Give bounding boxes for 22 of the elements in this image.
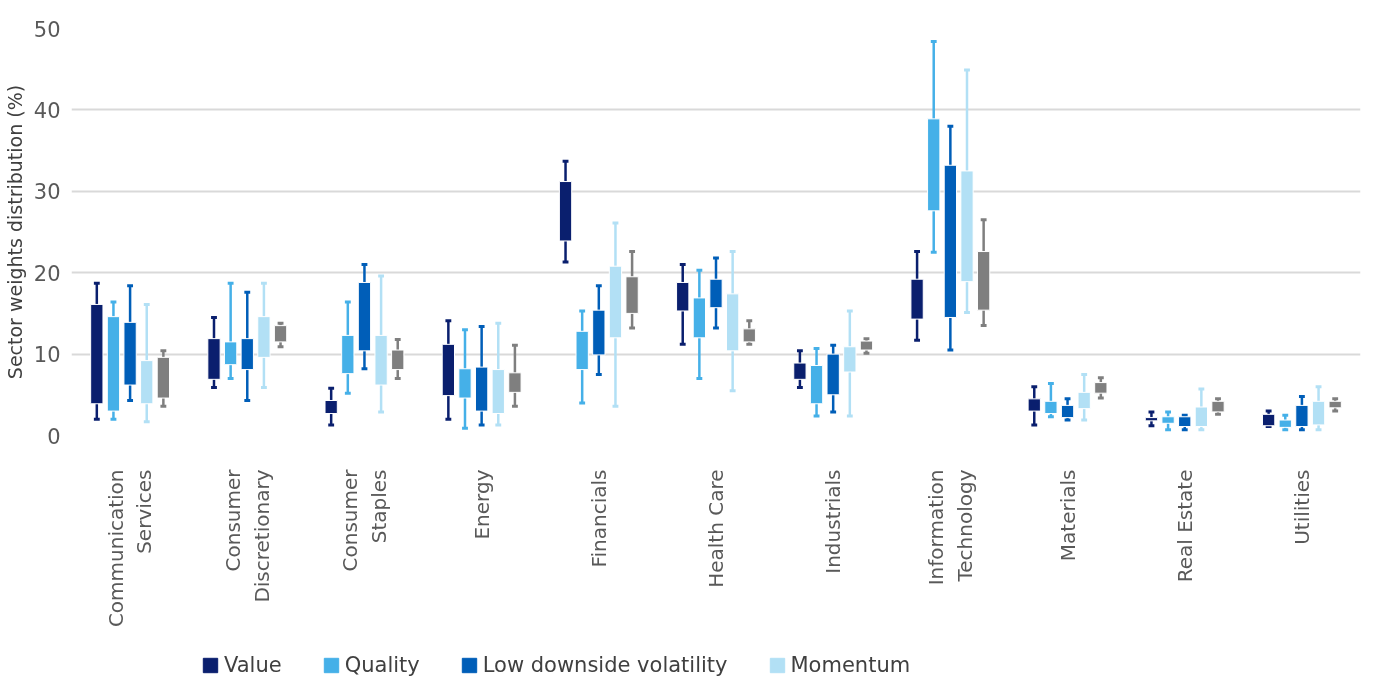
legend-label: Momentum [790,653,911,677]
legend-label: Value [224,653,282,677]
y-tick-label: 30 [33,180,61,205]
x-tick-label: Consumer Staples [338,468,391,572]
legend-label: Quality [344,653,420,677]
x-tick-label: Financials [586,469,611,568]
x-tick-label: Energy [469,469,494,540]
x-tick-label: Materials [1055,469,1080,562]
y-axis-title: Sector weights distribution (%) [3,84,26,380]
x-tick-label: Utilities [1289,469,1314,545]
y-tick-label: 0 [47,424,61,449]
y-tick-label: 40 [33,98,61,123]
x-tick-label: Communication Services [103,469,157,628]
x-tick-label: Industrials [821,469,846,574]
y-tick-label: 20 [33,261,61,286]
legend-label: Low downside volatility [482,653,728,677]
y-tick-label: 10 [33,343,61,368]
x-tick-label: Consumer Discretionary [220,468,274,603]
x-tick-label: Health Care [704,469,728,588]
x-tick-label: Information Technology [923,469,977,586]
x-tick-label: Real Estate [1172,469,1197,583]
y-tick-label: 50 [33,17,61,42]
